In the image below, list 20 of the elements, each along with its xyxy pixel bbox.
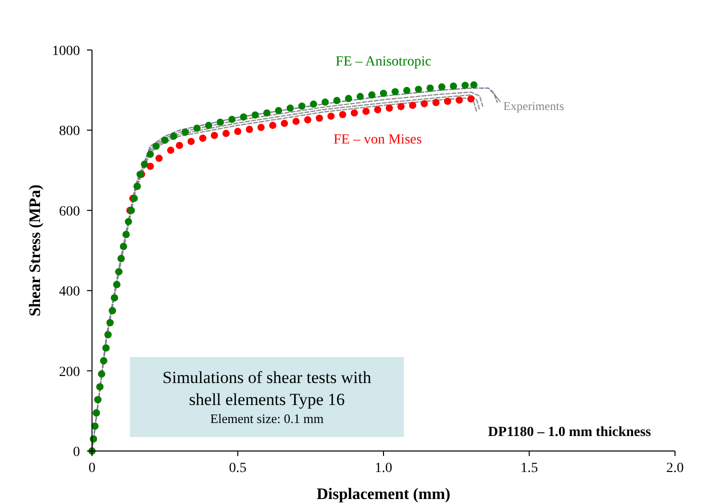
y-tick-label: 400 bbox=[59, 284, 80, 300]
x-tick-label: 2.0 bbox=[666, 461, 684, 476]
y-tick-label: 200 bbox=[59, 364, 80, 380]
series-label: FE – Anisotropic bbox=[336, 54, 432, 70]
x-tick-label: 0.5 bbox=[229, 461, 246, 476]
x-tick-label: 0 bbox=[88, 461, 96, 476]
annotation: Element size: 0.1 mm bbox=[210, 411, 324, 426]
series-label: FE – von Mises bbox=[334, 132, 422, 148]
y-tick-label: 600 bbox=[59, 204, 80, 220]
annotation: shell elements Type 16 bbox=[189, 390, 345, 409]
y-tick-label: 1000 bbox=[52, 44, 80, 59]
annotation: Simulations of shear tests with bbox=[162, 368, 372, 387]
x-axis-title: Displacement (mm) bbox=[316, 486, 450, 503]
y-tick-label: 800 bbox=[59, 124, 80, 140]
y-axis-title: Shear Stress (MPa) bbox=[27, 184, 44, 316]
annotation: Experiments bbox=[503, 99, 564, 114]
x-tick-label: 1.0 bbox=[374, 461, 392, 476]
y-tick-label: 0 bbox=[73, 445, 80, 460]
annotation: DP1180 – 1.0 mm thickness bbox=[488, 425, 652, 440]
x-tick-label: 1.5 bbox=[520, 461, 538, 476]
